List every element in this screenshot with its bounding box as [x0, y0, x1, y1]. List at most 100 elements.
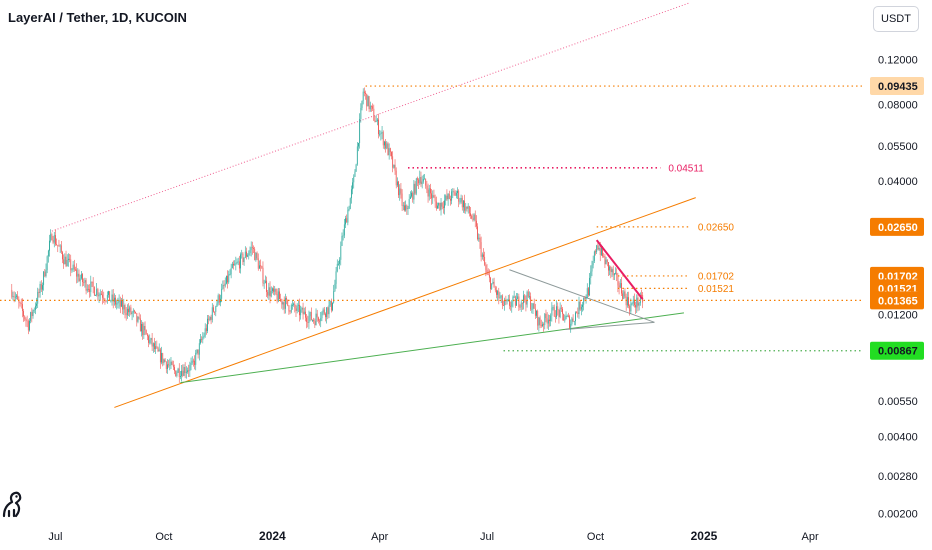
candle-body: [224, 283, 226, 286]
candle-body: [567, 315, 569, 317]
candle-body: [121, 300, 122, 307]
candle-body: [93, 287, 95, 296]
candle-body: [149, 339, 151, 343]
candle-body: [525, 300, 527, 305]
candle-body: [128, 308, 129, 313]
candle-body: [236, 262, 238, 264]
candle-body: [575, 312, 576, 322]
candle-body: [235, 263, 237, 265]
candle-body: [452, 191, 454, 193]
x-tick-Jul: Jul: [48, 531, 62, 543]
candle-body: [321, 312, 323, 319]
candle-body: [198, 343, 200, 355]
candle-body: [134, 310, 135, 312]
candle-body: [343, 224, 345, 236]
candle-body: [455, 192, 457, 196]
y-tick-0.01200: 0.01200: [878, 310, 918, 322]
tradingview-logo-icon[interactable]: [0, 486, 26, 520]
candle-body: [330, 301, 332, 311]
candle-body: [396, 181, 398, 186]
candle-body: [171, 361, 173, 365]
trendlines-background: [51, 2, 696, 408]
candle-body: [442, 206, 444, 208]
price-badge-text-0.02650: 0.02650: [878, 222, 918, 234]
candle-body: [379, 133, 381, 135]
candle-body: [40, 284, 42, 290]
candle-body: [570, 323, 572, 328]
candle-body: [31, 312, 33, 317]
candle-body: [618, 285, 620, 288]
candle-body: [353, 176, 355, 183]
candle-body: [380, 133, 382, 135]
candle-body: [459, 201, 461, 203]
candle-body: [612, 269, 614, 276]
candle-body: [371, 105, 372, 107]
candle-body: [547, 319, 549, 324]
candle-body: [428, 188, 430, 197]
candle-body: [156, 346, 158, 348]
candle-body: [453, 191, 455, 193]
candle-body: [464, 200, 466, 211]
trendline-gray-triangle-bottom: [564, 321, 655, 330]
candle-body: [408, 198, 410, 209]
level-label-0.02650: 0.02650: [698, 222, 735, 233]
candle-body: [89, 289, 91, 293]
candle-body: [382, 132, 384, 146]
candle-body: [463, 200, 464, 208]
candle-body: [275, 288, 277, 294]
candle-body: [142, 323, 144, 336]
candle-body: [286, 298, 287, 300]
y-tick-0.00200: 0.00200: [878, 508, 918, 520]
candle-body: [91, 281, 93, 283]
candle-body: [375, 121, 377, 122]
candle-body: [623, 291, 625, 299]
candle-body: [208, 318, 210, 320]
candle-body: [524, 295, 526, 301]
candle-body: [510, 305, 512, 307]
candle-body: [325, 313, 326, 318]
candle-body: [266, 280, 267, 292]
candle-body: [577, 312, 579, 315]
candle-body: [26, 320, 28, 322]
y-tick-0.05500: 0.05500: [878, 141, 918, 153]
candle-body: [437, 205, 438, 209]
candle-body: [110, 300, 112, 302]
candle-body: [196, 349, 198, 353]
candle-body: [361, 100, 363, 108]
candle-body: [190, 362, 192, 366]
candle-body: [557, 306, 559, 311]
candle-body: [123, 305, 125, 310]
candle-body: [45, 269, 47, 277]
candle-body: [95, 295, 96, 296]
candle-body: [25, 319, 27, 321]
candle-body: [503, 305, 504, 307]
candle-body: [66, 259, 68, 267]
candle-body: [20, 303, 22, 305]
currency-unit-button[interactable]: USDT: [873, 6, 919, 32]
candle-body: [253, 247, 254, 249]
candle-body: [84, 280, 86, 283]
candle-body: [479, 237, 481, 243]
candle-body: [269, 287, 271, 297]
candle-body: [595, 251, 596, 253]
candle-body: [411, 192, 412, 197]
candle-body: [465, 206, 467, 211]
candle-body: [234, 264, 236, 266]
candle-body: [558, 310, 560, 317]
candle-body: [560, 307, 562, 309]
candle-body: [62, 252, 63, 260]
candle-body: [310, 312, 312, 320]
candle-body: [112, 294, 114, 302]
candle-body: [205, 328, 207, 332]
candle-body: [356, 146, 358, 165]
candle-body: [542, 324, 543, 326]
candle-body: [360, 107, 362, 119]
candle-body: [17, 295, 19, 300]
candle-body: [426, 185, 428, 190]
candle-body: [19, 302, 21, 304]
candle-body: [268, 287, 270, 296]
candle-body: [191, 360, 193, 363]
candle-body: [287, 299, 289, 306]
candle-body: [354, 171, 356, 177]
